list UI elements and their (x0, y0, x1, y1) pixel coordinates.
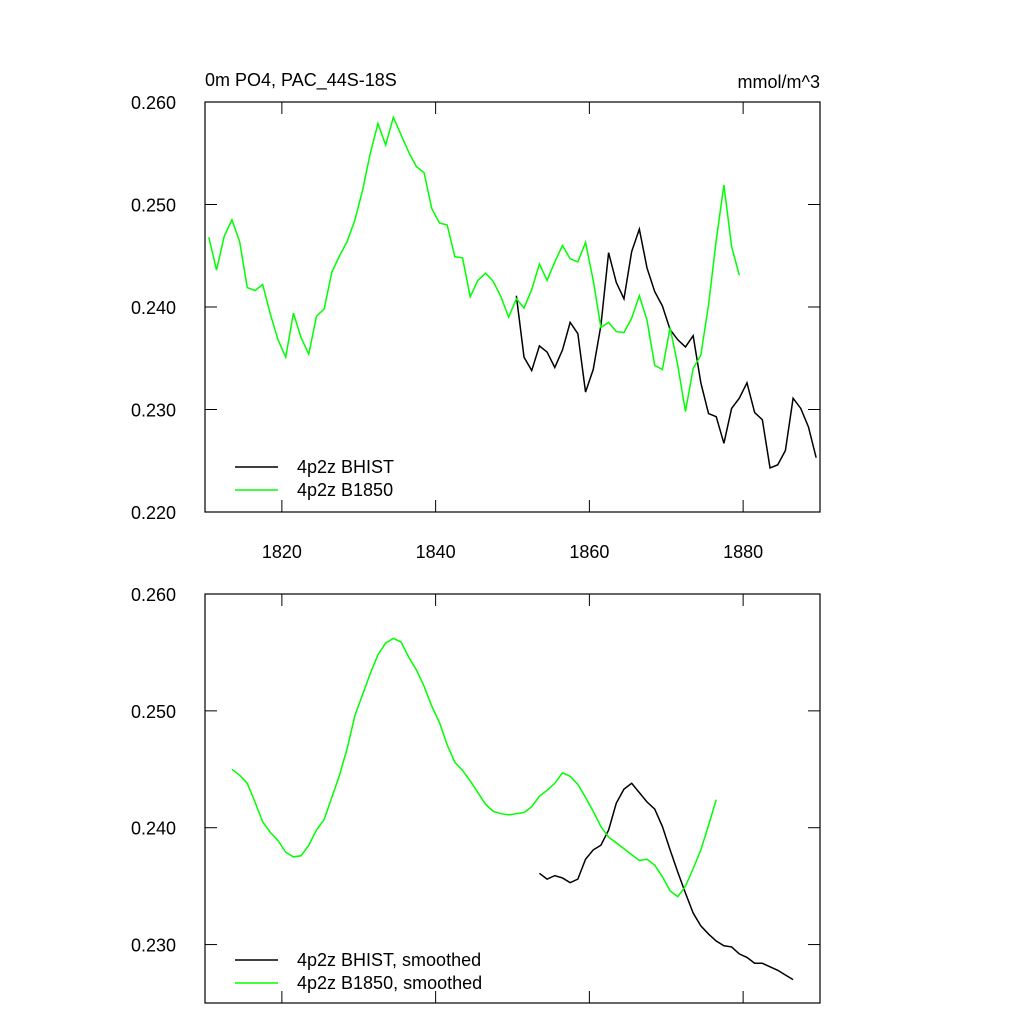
data-line (231, 637, 717, 898)
legend-label: 4p2z BHIST (297, 457, 394, 477)
y-tick-label: 0.230 (131, 936, 176, 956)
y-tick-label: 0.220 (131, 503, 176, 523)
y-tick-label: 0.260 (131, 93, 176, 113)
plot-frame (204, 593, 821, 1004)
y-tick-label: 0.260 (131, 585, 176, 605)
x-tick-label: 1820 (262, 542, 302, 562)
y-tick-label: 0.250 (131, 702, 176, 722)
data-line (538, 782, 794, 981)
legend-label: 4p2z B1850 (297, 480, 393, 500)
chart-title: 0m PO4, PAC_44S-18S (205, 70, 397, 91)
y-tick-label: 0.240 (131, 819, 176, 839)
x-tick-label: 1860 (569, 542, 609, 562)
legend-label: 4p2z B1850, smoothed (297, 973, 482, 993)
legend-label: 4p2z BHIST, smoothed (297, 950, 481, 970)
y-tick-label: 0.250 (131, 196, 176, 216)
units-label: mmol/m^3 (738, 72, 820, 92)
y-tick-label: 0.240 (131, 298, 176, 318)
y-tick-label: 0.230 (131, 401, 176, 421)
x-tick-label: 1840 (416, 542, 456, 562)
data-line (515, 226, 817, 469)
data-line (208, 115, 741, 412)
x-tick-label: 1880 (723, 542, 763, 562)
